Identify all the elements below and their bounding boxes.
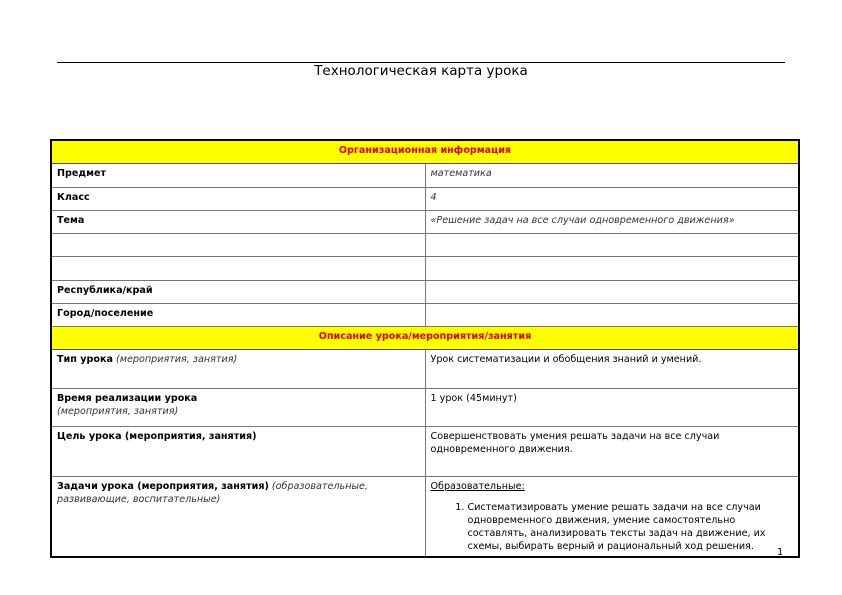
section-header-desc: Описание урока/мероприятия/занятия: [50, 325, 800, 350]
table-row: Тип урока (мероприятия, занятия) Урок сис…: [50, 348, 800, 389]
subheading: Образовательные:: [430, 480, 525, 492]
row-label: Цель урока (мероприятия, занятия): [57, 430, 257, 442]
row-value: Совершенствовать умения решать задачи на…: [424, 425, 800, 477]
row-label-note: (мероприятия, занятия): [116, 353, 238, 365]
header-rule: [57, 62, 785, 63]
table-row: [50, 255, 800, 281]
table-row: Время реализации урока (мероприятия, заня…: [50, 387, 800, 427]
row-label: Класс: [57, 191, 90, 203]
row-label: Тема: [57, 214, 85, 226]
row-value: 4: [430, 191, 437, 203]
row-label: Тип урока: [57, 353, 113, 365]
lesson-table: Организационная информация Предмет матема…: [50, 139, 800, 558]
table-row: Задачи урока (мероприятия, занятия) (обр…: [50, 475, 800, 557]
row-label: Задачи урока (мероприятия, занятия): [57, 480, 269, 492]
table-row: Республика/край: [50, 279, 800, 304]
row-label: Республика/край: [57, 284, 153, 296]
page-title: Технологическая карта урока: [314, 63, 528, 79]
row-value: «Решение задач на все случаи одновременн…: [430, 214, 735, 226]
table-row: Цель урока (мероприятия, занятия) Соверше…: [50, 425, 800, 477]
row-value: 1 урок (45минут): [424, 387, 800, 427]
page-number: 1: [777, 547, 784, 558]
row-value: Урок систематизации и обобщения знаний и…: [424, 348, 800, 389]
row-label: Город/поселение: [57, 307, 154, 319]
row-label: Время реализации урока: [57, 392, 198, 404]
table-row: Класс 4: [50, 186, 800, 211]
section-header-org: Организационная информация: [50, 139, 800, 164]
row-label-note: (мероприятия, занятия): [57, 405, 179, 417]
row-value: математика: [430, 167, 492, 179]
table-row: Тема «Решение задач на все случаи одновре…: [50, 209, 800, 234]
row-label: Предмет: [57, 167, 107, 179]
table-row: Предмет математика: [50, 162, 800, 188]
table-row: Город/поселение: [50, 302, 800, 327]
list-item: Систематизировать умение решать задачи н…: [468, 501, 794, 553]
row-label-note: (образовательные, развивающие, воспитате…: [57, 480, 368, 505]
table-row: [50, 232, 800, 257]
